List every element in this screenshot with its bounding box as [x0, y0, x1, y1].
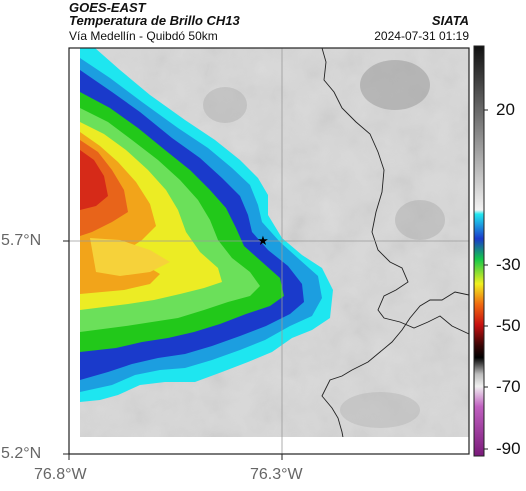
star-marker: ★: [257, 234, 269, 249]
inner-yellow-patch: [90, 238, 170, 276]
colorbar-tick-20: 20: [496, 100, 515, 119]
colorbar-tick-minus30: -30: [496, 255, 521, 274]
lon-tick-76.8: 76.8°W: [34, 466, 87, 483]
colorbar-tick-minus70: -70: [496, 377, 521, 396]
timestamp-label: 2024-07-31 01:19: [374, 29, 469, 43]
lat-tick-5.2: 5.2°N: [1, 445, 42, 462]
colorbar-tick-minus50: -50: [496, 316, 521, 335]
region-label: Vía Medellín - Quibdó 50km: [69, 29, 218, 43]
organization-label: SIATA: [431, 13, 469, 28]
plot-frame: [68, 47, 470, 455]
colorbar-tick-minus90: -90: [496, 439, 521, 458]
colorbar: [473, 45, 485, 457]
border-line: [321, 48, 469, 335]
river-line: [321, 291, 469, 454]
lat-tick-5.7: 5.7°N: [1, 232, 42, 249]
satellite-title: GOES-EAST: [69, 0, 146, 15]
red-core: [80, 150, 108, 210]
product-title: Temperatura de Brillo CH13: [69, 13, 240, 28]
lon-tick-76.3: 76.3°W: [250, 466, 303, 483]
